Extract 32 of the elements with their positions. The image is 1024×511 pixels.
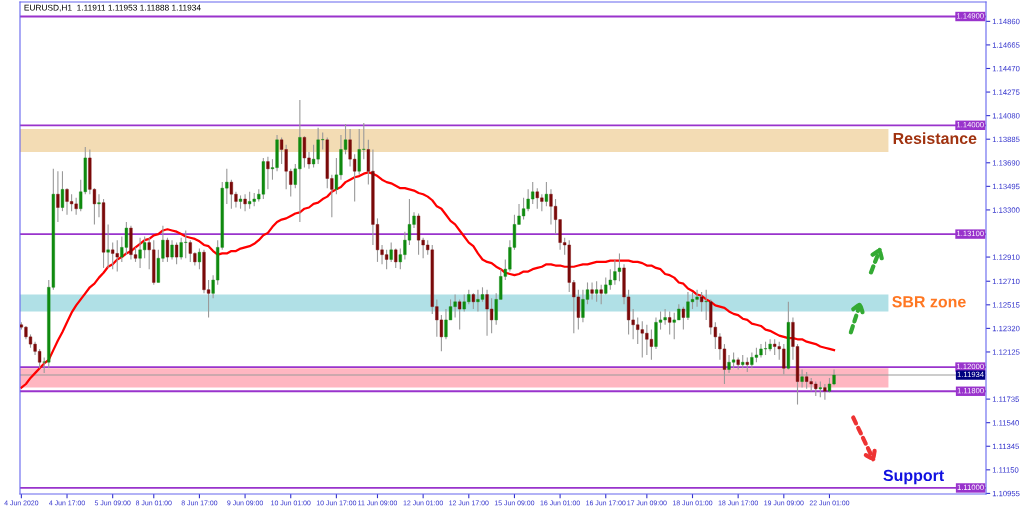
- candlestick: [106, 223, 110, 269]
- candlestick: [544, 181, 548, 207]
- candlestick: [170, 239, 174, 261]
- candlestick: [56, 170, 60, 223]
- candlestick: [700, 291, 704, 313]
- text: Resistance: [893, 132, 977, 145]
- text: Support: [883, 469, 944, 485]
- candlestick: [124, 221, 128, 256]
- candlestick: [823, 383, 827, 401]
- candlestick: [266, 156, 270, 190]
- candlestick: [599, 284, 603, 305]
- candlestick: [590, 281, 594, 300]
- candlestick: [97, 193, 101, 218]
- candlestick: [302, 135, 307, 169]
- candlestick: [165, 237, 170, 263]
- candlestick: [115, 239, 119, 273]
- candlestick: [617, 252, 622, 282]
- candlestick: [649, 329, 653, 361]
- candlestick: [111, 242, 115, 270]
- candlestick: [704, 289, 708, 321]
- text: SBR zone: [892, 296, 966, 308]
- candlestick: [197, 248, 201, 270]
- candlestick: [389, 242, 393, 263]
- chart-title: EURUSD,H1 1.11911 1.11953 1.11888 1.11934: [24, 4, 201, 12]
- candlestick: [453, 293, 457, 319]
- candlestick: [668, 310, 672, 335]
- candlestick: [595, 280, 599, 303]
- candlestick: [458, 298, 462, 331]
- candlestick: [243, 193, 247, 212]
- candlestick: [681, 306, 685, 331]
- candlestick: [175, 242, 179, 265]
- candlestick: [663, 308, 667, 326]
